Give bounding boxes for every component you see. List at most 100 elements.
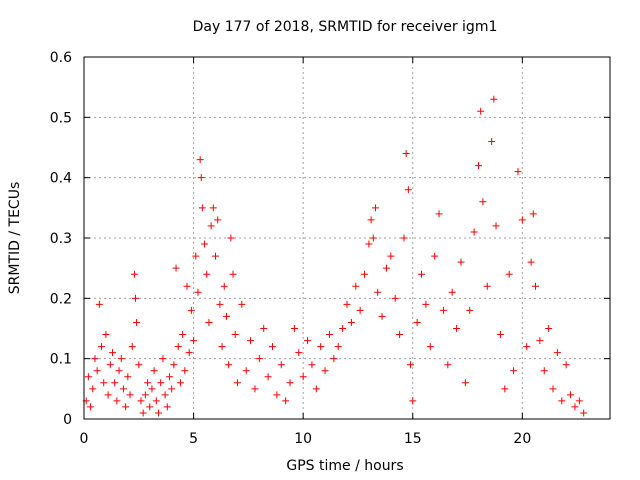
data-point: [216, 300, 224, 308]
x-tick-label: 15: [404, 431, 422, 447]
data-point: [190, 337, 198, 345]
data-point: [325, 331, 333, 339]
data-point: [575, 397, 583, 405]
data-point: [185, 349, 193, 357]
data-point: [251, 385, 259, 393]
data-point: [133, 318, 141, 326]
data-point: [501, 385, 509, 393]
data-point: [95, 300, 103, 308]
data-point: [196, 156, 204, 164]
data-point: [157, 379, 165, 387]
data-point: [100, 379, 108, 387]
data-point: [132, 294, 140, 302]
data-point: [135, 361, 143, 369]
data-point: [126, 391, 134, 399]
data-point: [402, 150, 410, 158]
plot-frame: [83, 56, 611, 420]
data-point: [102, 331, 110, 339]
data-point: [192, 252, 200, 260]
data-point: [374, 288, 382, 296]
data-point: [418, 270, 426, 278]
data-point: [198, 204, 206, 212]
data-point: [334, 343, 342, 351]
data-point: [400, 234, 408, 242]
data-point: [277, 361, 285, 369]
data-point: [514, 168, 522, 176]
data-point: [155, 409, 163, 417]
data-point: [422, 300, 430, 308]
data-point: [209, 204, 217, 212]
data-point: [529, 210, 537, 218]
data-point: [197, 174, 205, 182]
data-point: [580, 409, 588, 417]
data-point: [490, 95, 498, 103]
data-point: [225, 361, 233, 369]
data-point: [187, 306, 195, 314]
data-point: [89, 385, 97, 393]
data-point: [194, 288, 202, 296]
x-tick-label: 20: [513, 431, 531, 447]
data-point: [150, 367, 158, 375]
data-point: [128, 343, 136, 351]
data-point: [218, 343, 226, 351]
data-point: [104, 391, 112, 399]
data-point: [98, 343, 106, 351]
data-point: [527, 258, 535, 266]
data-point: [352, 282, 360, 290]
data-point: [159, 355, 167, 363]
data-point: [183, 282, 191, 290]
data-point: [141, 391, 149, 399]
data-point: [312, 385, 320, 393]
data-point: [84, 373, 92, 381]
data-point: [387, 252, 395, 260]
data-point: [457, 258, 465, 266]
data-point: [201, 240, 209, 248]
data-point: [111, 379, 119, 387]
data-point: [165, 373, 173, 381]
data-point: [567, 391, 575, 399]
data-point: [545, 325, 553, 332]
data-point: [260, 325, 268, 332]
data-point: [343, 300, 351, 308]
data-point: [286, 379, 294, 387]
data-point: [367, 216, 375, 224]
data-point: [295, 349, 303, 357]
y-tick-label: 0.6: [50, 50, 72, 66]
chart-title: Day 177 of 2018, SRMTID for receiver igm…: [193, 19, 498, 35]
data-point: [479, 198, 487, 206]
data-point: [407, 361, 415, 369]
data-point: [523, 343, 531, 351]
data-point: [536, 337, 544, 345]
data-point: [396, 331, 404, 339]
data-point: [115, 367, 123, 375]
data-point: [505, 270, 513, 278]
data-point: [365, 240, 373, 248]
data-point: [369, 234, 377, 242]
data-point: [510, 367, 518, 375]
y-tick-label: 0.1: [50, 352, 72, 368]
data-point: [220, 282, 228, 290]
data-point: [435, 210, 443, 218]
data-point: [531, 282, 539, 290]
data-point: [317, 343, 325, 351]
data-point: [571, 403, 579, 411]
data-point: [264, 373, 272, 381]
data-point: [137, 397, 145, 405]
data-point: [207, 222, 215, 230]
data-point: [477, 107, 485, 115]
data-point: [448, 288, 456, 296]
data-point: [238, 300, 246, 308]
data-point: [242, 367, 250, 375]
data-point: [431, 252, 439, 260]
data-point: [562, 361, 570, 369]
data-point: [308, 361, 316, 369]
axis-ticks: [83, 56, 610, 420]
data-point: [290, 325, 298, 332]
data-point: [549, 385, 557, 393]
data-point: [492, 222, 500, 230]
data-point: [273, 391, 281, 399]
data-point: [124, 373, 132, 381]
data-point: [231, 331, 239, 339]
y-tick-label: 0.4: [50, 171, 72, 187]
data-point: [247, 337, 255, 345]
